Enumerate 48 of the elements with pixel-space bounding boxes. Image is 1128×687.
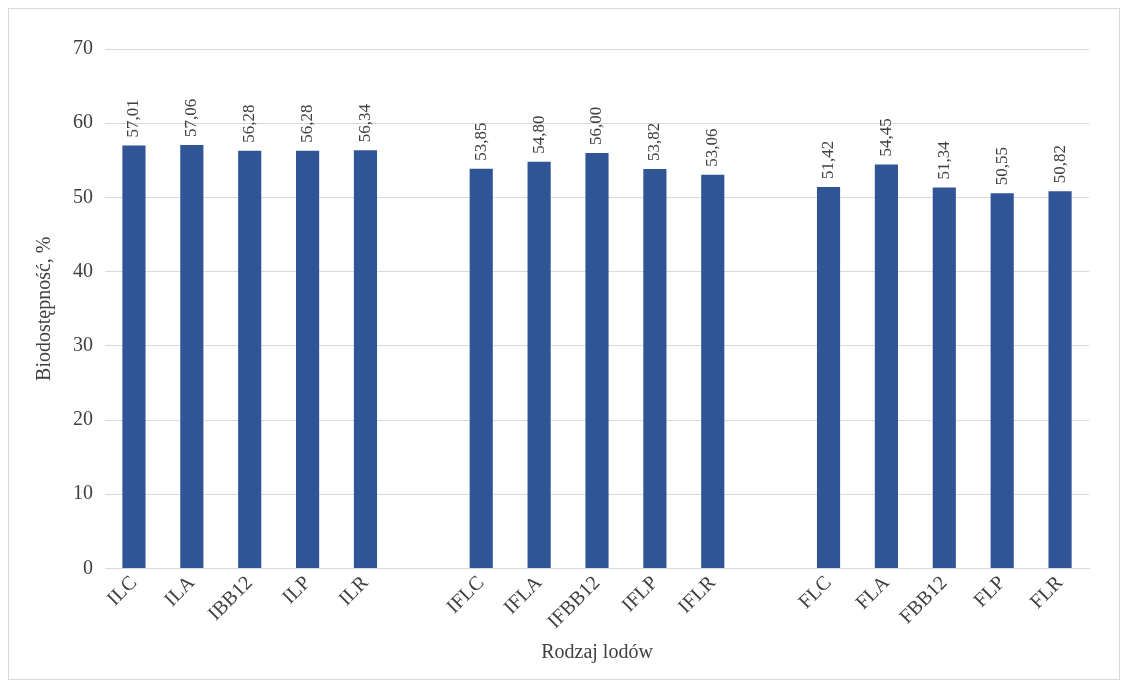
data-label: 56,00 <box>586 106 606 145</box>
data-label: 54,80 <box>528 115 548 154</box>
y-axis-title: Biodostępność, % <box>32 236 56 381</box>
y-tick-label: 50 <box>73 184 93 207</box>
x-tick-label: ILC <box>102 570 141 610</box>
bar <box>701 174 725 568</box>
data-label: 56,28 <box>297 104 317 143</box>
bar <box>816 186 841 568</box>
x-axis-title: Rodzaj lodów <box>541 640 654 664</box>
data-label: 54,45 <box>875 118 895 157</box>
data-label: 57,01 <box>123 99 143 138</box>
y-tick-label: 0 <box>83 555 93 578</box>
bar <box>296 150 320 568</box>
data-label: 53,82 <box>644 122 664 162</box>
data-label: 50,82 <box>1049 145 1069 184</box>
y-tick-label: 60 <box>73 110 93 133</box>
x-tick-label: ILP <box>277 570 315 608</box>
bar <box>990 193 1014 568</box>
y-tick-label: 10 <box>73 481 93 504</box>
x-tick-label: FLR <box>1025 570 1068 613</box>
bar <box>122 145 146 568</box>
bar <box>527 161 551 568</box>
data-label: 51,34 <box>933 140 953 180</box>
x-tick-label: ILA <box>159 570 199 611</box>
bar <box>1048 191 1072 568</box>
bar <box>238 150 262 568</box>
data-label: 51,42 <box>818 140 837 179</box>
bar <box>643 169 667 568</box>
bar <box>585 152 609 568</box>
x-tick-label: FLP <box>968 570 1009 611</box>
bar <box>180 145 204 568</box>
bar <box>469 168 493 568</box>
data-label: 57,06 <box>181 98 201 138</box>
x-tick-label: ILR <box>333 570 373 610</box>
bar <box>932 187 956 568</box>
y-tick-label: 70 <box>73 36 93 59</box>
y-tick-label: 20 <box>73 407 93 430</box>
bar <box>353 150 378 568</box>
data-label: 56,28 <box>239 104 259 143</box>
data-label: 56,34 <box>354 103 374 143</box>
bar <box>874 164 898 568</box>
data-label: 50,55 <box>991 147 1011 186</box>
x-tick-label: FLA <box>850 570 894 614</box>
data-label: 53,85 <box>470 122 490 161</box>
data-label: 53,06 <box>702 128 722 167</box>
y-tick-label: 30 <box>73 333 93 356</box>
x-tick-label: FLC <box>793 570 836 613</box>
y-tick-label: 40 <box>73 258 93 281</box>
